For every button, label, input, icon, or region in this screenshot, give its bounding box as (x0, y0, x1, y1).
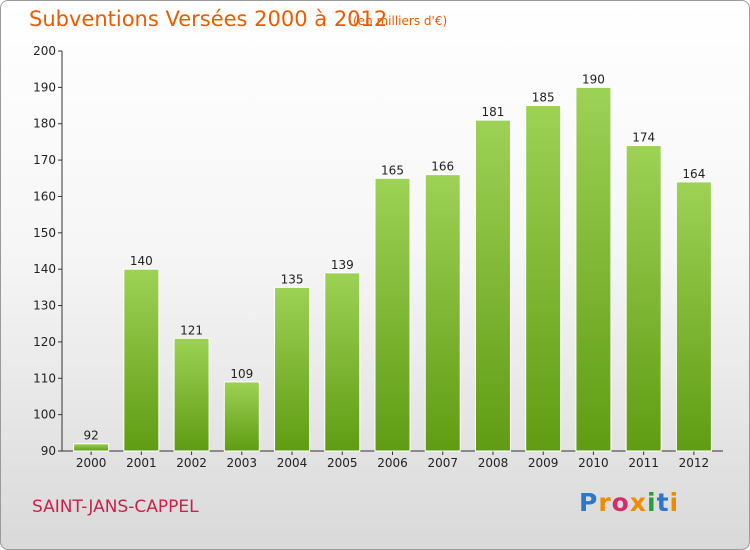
x-tick-label: 2001 (126, 456, 157, 470)
logo-letter: x (629, 488, 647, 517)
bar (625, 145, 662, 452)
bar-value-label: 166 (431, 160, 454, 174)
y-tick-label: 140 (33, 262, 56, 276)
y-tick-label: 190 (33, 80, 56, 94)
bar (274, 286, 311, 452)
bar (223, 381, 260, 452)
x-tick-label: 2008 (478, 456, 509, 470)
bar (73, 443, 110, 452)
y-tick-label: 200 (33, 44, 56, 58)
x-tick-label: 2007 (427, 456, 458, 470)
x-tick-label: 2012 (679, 456, 710, 470)
bar-value-label: 190 (582, 72, 605, 86)
logo-letter: t (656, 488, 670, 517)
y-tick-label: 150 (33, 226, 56, 240)
x-tick-label: 2003 (227, 456, 258, 470)
y-tick-label: 100 (33, 408, 56, 422)
bar-value-label: 181 (482, 105, 505, 119)
logo-letter: r (598, 488, 612, 517)
y-tick-label: 110 (33, 371, 56, 385)
logo-letter: o (611, 488, 630, 517)
x-tick-label: 2002 (176, 456, 207, 470)
bar-value-label: 92 (83, 429, 98, 443)
x-tick-label: 2000 (76, 456, 107, 470)
chart-unit: (en milliers d'€) (353, 14, 448, 28)
y-tick-label: 130 (33, 299, 56, 313)
bar (575, 86, 612, 452)
proxiti-logo: Proxiti (579, 488, 679, 517)
chart-title: Subventions Versées 2000 à 2012 (29, 7, 388, 31)
bar-value-label: 185 (532, 91, 555, 105)
logo-letter: P (579, 488, 599, 517)
y-tick-label: 180 (33, 117, 56, 131)
x-tick-label: 2005 (327, 456, 358, 470)
bar (675, 181, 712, 452)
x-tick-label: 2006 (377, 456, 408, 470)
logo-letter: i (669, 488, 680, 517)
bar (123, 268, 160, 452)
bar-value-label: 164 (682, 167, 705, 181)
bar-value-label: 174 (632, 131, 655, 145)
x-tick-label: 2010 (578, 456, 609, 470)
bar-value-label: 109 (230, 367, 253, 381)
bar (173, 337, 210, 452)
logo-letter: i (647, 488, 657, 517)
x-tick-label: 2004 (277, 456, 308, 470)
y-tick-label: 120 (33, 335, 56, 349)
bar (374, 177, 411, 452)
bar-value-label: 165 (381, 163, 404, 177)
y-tick-label: 160 (33, 189, 56, 203)
bar-value-label: 135 (281, 272, 304, 286)
bar (324, 272, 361, 452)
x-tick-label: 2009 (528, 456, 559, 470)
commune-name: SAINT-JANS-CAPPEL (32, 497, 199, 517)
bar-value-label: 140 (130, 254, 153, 268)
y-tick-label: 170 (33, 153, 56, 167)
bar (525, 105, 562, 452)
bar (424, 174, 461, 452)
x-tick-label: 2011 (628, 456, 659, 470)
y-tick-label: 90 (41, 444, 56, 458)
bar-value-label: 121 (180, 323, 203, 337)
bar (474, 119, 511, 452)
bar-value-label: 139 (331, 258, 354, 272)
